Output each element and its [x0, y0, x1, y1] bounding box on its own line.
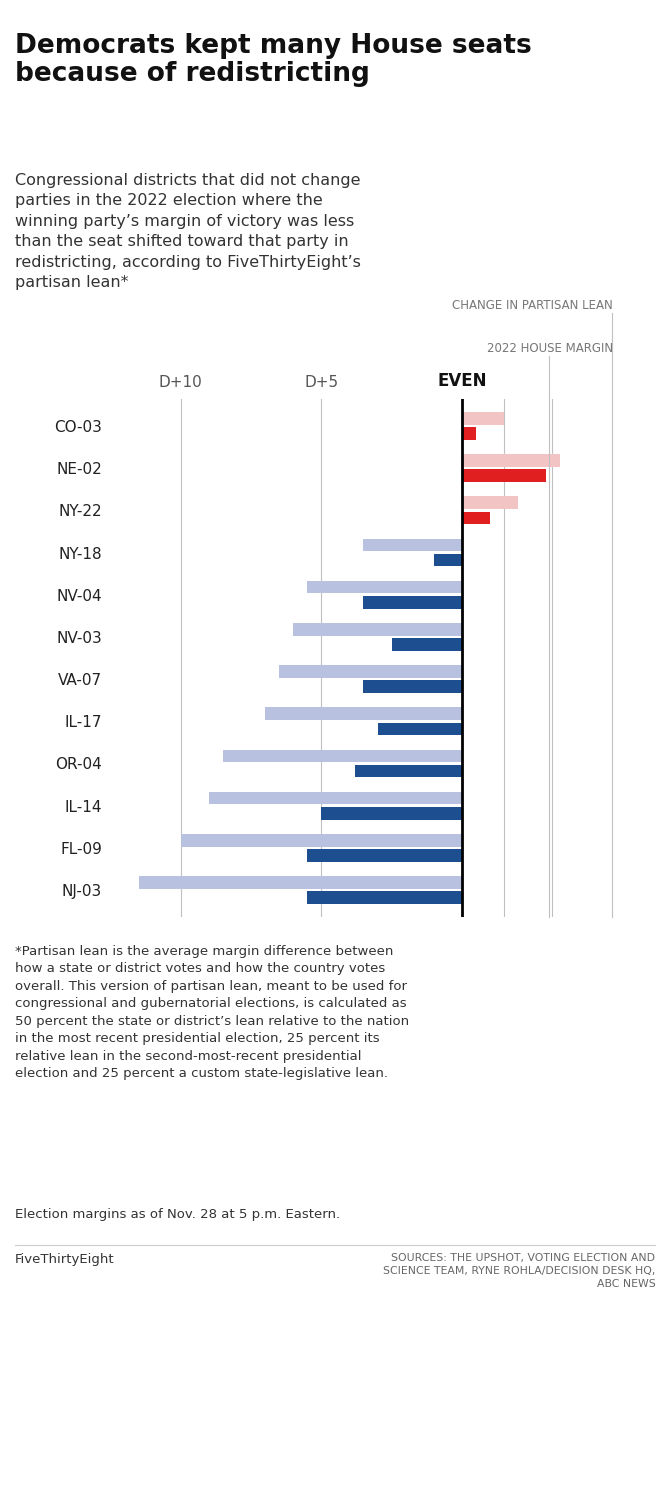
Bar	[462, 427, 476, 439]
Bar	[462, 496, 518, 508]
Bar	[462, 511, 490, 525]
Text: 2022 HOUSE MARGIN: 2022 HOUSE MARGIN	[487, 343, 613, 355]
Text: SOURCES: THE UPSHOT, VOTING ELECTION AND
SCIENCE TEAM, RYNE ROHLA/DECISION DESK : SOURCES: THE UPSHOT, VOTING ELECTION AND…	[383, 1253, 655, 1289]
Bar	[363, 680, 462, 693]
Bar	[308, 850, 462, 862]
Bar	[139, 877, 462, 889]
Bar	[462, 454, 560, 466]
Bar	[209, 791, 462, 805]
Bar	[355, 764, 462, 778]
Bar	[363, 538, 462, 552]
Text: *Partisan lean is the average margin difference between
how a state or district : *Partisan lean is the average margin dif…	[15, 945, 409, 1080]
Text: CHANGE IN PARTISAN LEAN: CHANGE IN PARTISAN LEAN	[452, 299, 613, 311]
Bar	[308, 892, 462, 904]
Bar	[279, 665, 462, 678]
Bar	[433, 553, 462, 567]
Bar	[377, 722, 462, 735]
Text: Election margins as of Nov. 28 at 5 p.m. Eastern.: Election margins as of Nov. 28 at 5 p.m.…	[15, 1208, 340, 1221]
Bar	[181, 833, 462, 847]
Bar	[308, 581, 462, 594]
Text: Democrats kept many House seats
because of redistricting: Democrats kept many House seats because …	[15, 33, 531, 87]
Bar	[391, 638, 462, 651]
Bar	[363, 596, 462, 609]
Bar	[322, 808, 462, 820]
Bar	[265, 707, 462, 720]
Text: FiveThirtyEight: FiveThirtyEight	[15, 1253, 115, 1266]
Bar	[223, 749, 462, 763]
Bar	[462, 469, 546, 483]
Bar	[293, 623, 462, 636]
Bar	[462, 412, 504, 424]
Text: Congressional districts that did not change
parties in the 2022 election where t: Congressional districts that did not cha…	[15, 173, 360, 290]
